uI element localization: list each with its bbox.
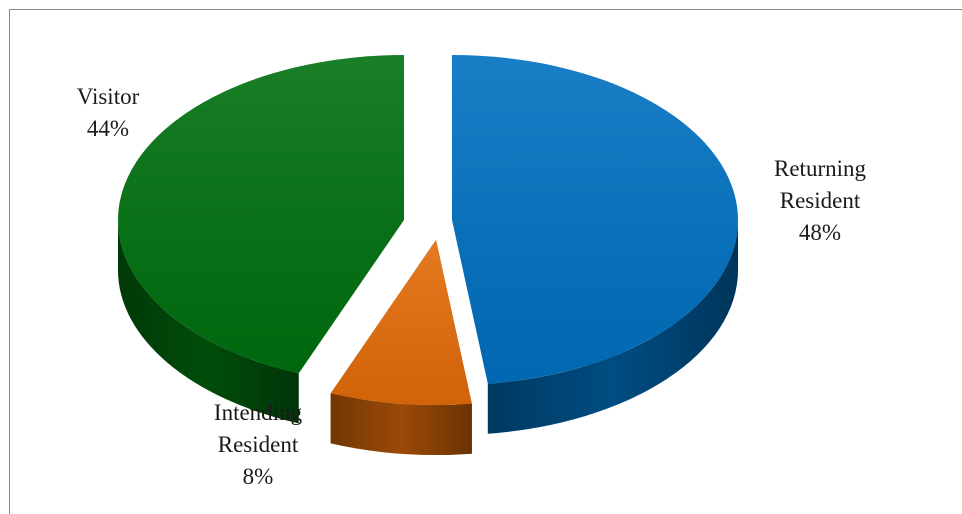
data-label-category: Resident (218, 432, 299, 457)
data-label-intending-resident: Intending Resident 8% (214, 400, 303, 489)
data-label-category: Returning (774, 156, 866, 181)
slice-wall-shading (330, 393, 472, 455)
data-label-category: Resident (780, 188, 861, 213)
slice-top-shading (330, 240, 472, 406)
data-label-visitor: Visitor 44% (77, 84, 140, 141)
data-label-category: Intending (214, 400, 303, 425)
data-label-value: 8% (243, 464, 274, 489)
chart-frame (9, 9, 962, 514)
pie-slice-visitor (117, 55, 404, 424)
data-label-value: 44% (87, 116, 129, 141)
slice-wall-shading (487, 220, 738, 434)
data-label-value: 48% (799, 220, 841, 245)
data-label-returning-resident: Returning Resident 48% (774, 156, 866, 245)
pie-slice-returning-resident (452, 55, 738, 434)
slice-top-shading (117, 55, 404, 374)
labels-layer: Returning Resident 48% Intending Resident 8% V… (77, 84, 867, 489)
slices-layer (117, 55, 738, 455)
slice-top-shading (452, 55, 738, 384)
data-label-category: Visitor (77, 84, 140, 109)
slice-wall-shading (118, 220, 299, 424)
pie-slice-intending-resident (330, 240, 472, 455)
